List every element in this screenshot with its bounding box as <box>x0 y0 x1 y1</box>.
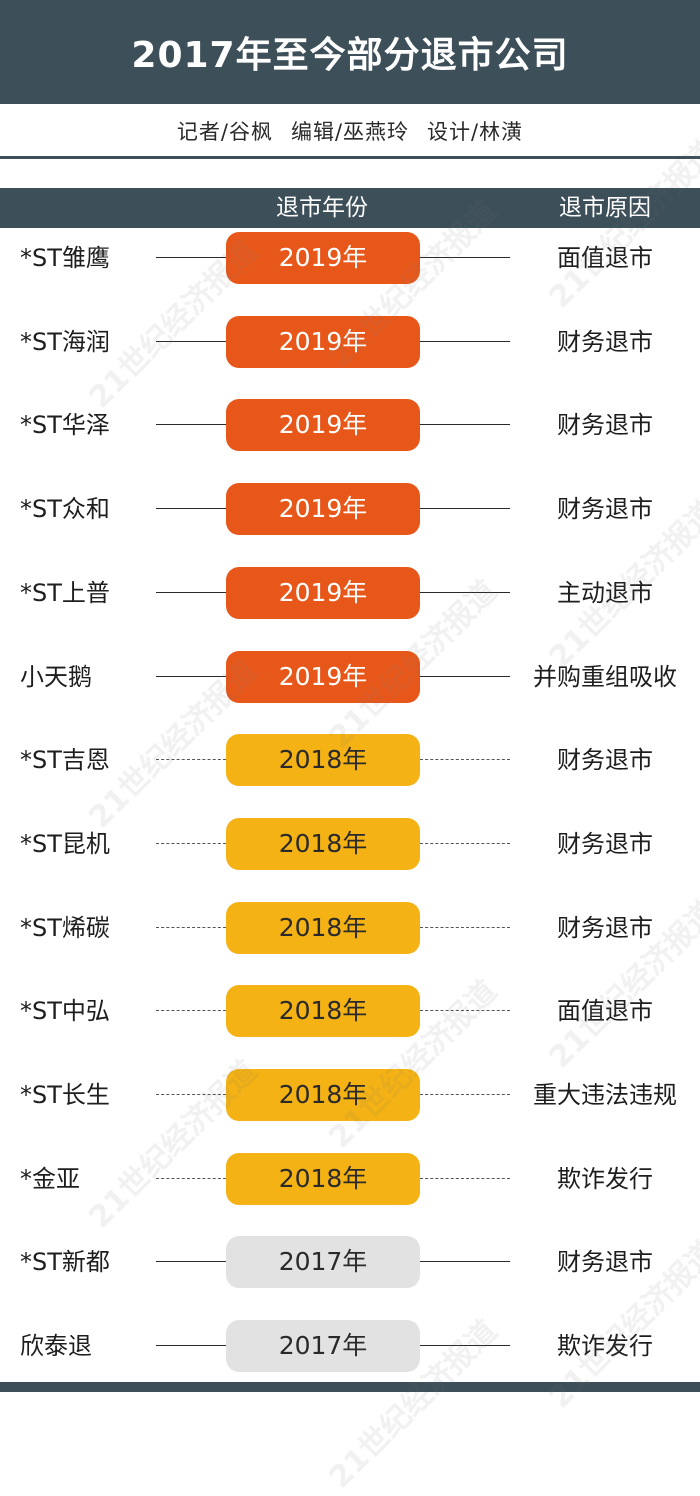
company-name: *ST雏鹰 <box>20 244 110 272</box>
connector-line <box>156 257 226 258</box>
company-name: *金亚 <box>20 1165 80 1193</box>
delisting-reason: 面值退市 <box>557 244 653 272</box>
year-badge: 2018年 <box>226 1153 420 1205</box>
connector-line <box>156 843 226 844</box>
year-badge: 2018年 <box>226 818 420 870</box>
list-item: *金亚 2018年 欺诈发行 <box>0 1151 700 1207</box>
company-name: *ST众和 <box>20 495 110 523</box>
delisting-reason: 财务退市 <box>557 495 653 523</box>
connector-line <box>420 843 510 844</box>
company-name: *ST海润 <box>20 328 110 356</box>
year-badge: 2018年 <box>226 985 420 1037</box>
company-name: *ST中弘 <box>20 997 110 1025</box>
connector-line <box>156 1345 226 1346</box>
connector-line <box>420 1345 510 1346</box>
footer-bar <box>0 1382 700 1392</box>
delisting-reason: 并购重组吸收 <box>533 663 677 691</box>
connector-line <box>156 1178 226 1179</box>
list-item: *ST众和 2019年 财务退市 <box>0 481 700 537</box>
company-name: *ST烯碳 <box>20 914 110 942</box>
connector-line <box>420 1178 510 1179</box>
year-badge: 2017年 <box>226 1236 420 1288</box>
year-badge: 2018年 <box>226 902 420 954</box>
connector-line <box>420 676 510 677</box>
connector-line <box>156 1261 226 1262</box>
company-name: *ST上普 <box>20 579 110 607</box>
editor-credit: 编辑/巫燕玲 <box>290 120 410 144</box>
list-item: *ST吉恩 2018年 财务退市 <box>0 732 700 788</box>
connector-line <box>156 927 226 928</box>
column-header-year: 退市年份 <box>276 195 368 221</box>
list-item: *ST海润 2019年 财务退市 <box>0 314 700 370</box>
list-item: 欣泰退 2017年 欺诈发行 <box>0 1318 700 1374</box>
delisting-reason: 欺诈发行 <box>557 1165 653 1193</box>
delisting-reason: 财务退市 <box>557 830 653 858</box>
company-name: *ST长生 <box>20 1081 110 1109</box>
connector-line <box>156 676 226 677</box>
column-header-reason: 退市原因 <box>559 195 651 221</box>
list-item: *ST新都 2017年 财务退市 <box>0 1234 700 1290</box>
list-item: *ST长生 2018年 重大违法违规 <box>0 1067 700 1123</box>
list-item: *ST中弘 2018年 面值退市 <box>0 983 700 1039</box>
connector-line <box>156 424 226 425</box>
year-badge: 2019年 <box>226 399 420 451</box>
connector-line <box>156 759 226 760</box>
connector-line <box>420 1010 510 1011</box>
delisting-reason: 重大违法违规 <box>533 1081 677 1109</box>
delisting-reason: 欺诈发行 <box>557 1332 653 1360</box>
year-badge: 2018年 <box>226 734 420 786</box>
company-name: 欣泰退 <box>20 1332 92 1360</box>
connector-line <box>420 1261 510 1262</box>
connector-line <box>156 508 226 509</box>
delisting-reason: 财务退市 <box>557 411 653 439</box>
company-name: *ST昆机 <box>20 830 110 858</box>
company-name: *ST新都 <box>20 1248 110 1276</box>
year-badge: 2019年 <box>226 651 420 703</box>
delisting-reason: 财务退市 <box>557 914 653 942</box>
year-badge: 2018年 <box>226 1069 420 1121</box>
year-badge: 2019年 <box>226 232 420 284</box>
credits-line: 记者/谷枫 编辑/巫燕玲 设计/林潢 <box>0 104 700 158</box>
company-name: *ST吉恩 <box>20 746 110 774</box>
connector-line <box>420 927 510 928</box>
connector-line <box>420 424 510 425</box>
connector-line <box>420 341 510 342</box>
connector-line <box>156 1094 226 1095</box>
header-divider <box>0 156 700 159</box>
connector-line <box>420 1094 510 1095</box>
reporter-credit: 记者/谷枫 <box>176 120 273 144</box>
company-name: *ST华泽 <box>20 411 110 439</box>
year-badge: 2019年 <box>226 483 420 535</box>
delisting-list: *ST雏鹰 2019年 面值退市 *ST海润 2019年 财务退市 *ST华泽 2019年 财务… <box>0 230 700 1374</box>
connector-line <box>156 592 226 593</box>
delisting-reason: 财务退市 <box>557 328 653 356</box>
delisting-reason: 主动退市 <box>557 579 653 607</box>
year-badge: 2019年 <box>226 567 420 619</box>
delisting-reason: 面值退市 <box>557 997 653 1025</box>
connector-line <box>420 257 510 258</box>
designer-credit: 设计/林潢 <box>427 120 524 144</box>
list-item: *ST华泽 2019年 财务退市 <box>0 397 700 453</box>
delisting-reason: 财务退市 <box>557 1248 653 1276</box>
list-item: *ST昆机 2018年 财务退市 <box>0 816 700 872</box>
connector-line <box>420 592 510 593</box>
list-item: *ST上普 2019年 主动退市 <box>0 565 700 621</box>
connector-line <box>156 1010 226 1011</box>
year-badge: 2017年 <box>226 1320 420 1372</box>
column-header-bar: 退市年份 退市原因 <box>0 188 700 228</box>
year-badge: 2019年 <box>226 316 420 368</box>
list-item: *ST雏鹰 2019年 面值退市 <box>0 230 700 286</box>
connector-line <box>420 508 510 509</box>
company-name: 小天鹅 <box>20 663 92 691</box>
list-item: *ST烯碳 2018年 财务退市 <box>0 900 700 956</box>
page-title: 2017年至今部分退市公司 <box>0 0 700 104</box>
delisting-reason: 财务退市 <box>557 746 653 774</box>
list-item: 小天鹅 2019年 并购重组吸收 <box>0 649 700 705</box>
connector-line <box>156 341 226 342</box>
connector-line <box>420 759 510 760</box>
